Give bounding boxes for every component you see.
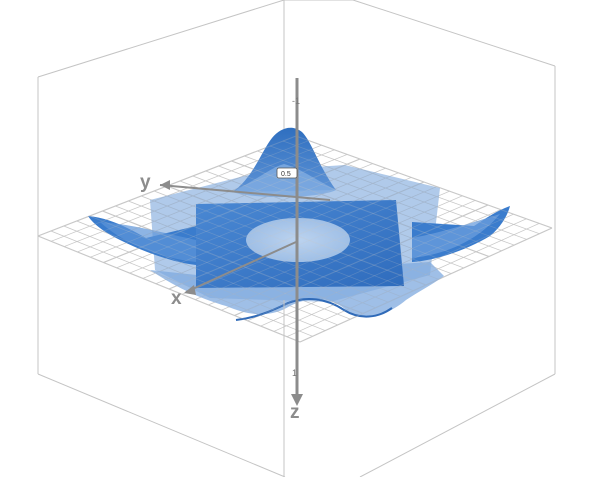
- z-axis-label: z: [290, 402, 300, 423]
- value-badge-text: 0.5: [281, 171, 291, 178]
- grid-overlay-line: [77, 149, 335, 253]
- grid-overlay-line: [208, 195, 463, 306]
- grid-overlay-line: [102, 210, 364, 315]
- grid-overlay-line: [273, 218, 527, 332]
- grid-overlay-line: [282, 140, 540, 235]
- surface-top-peak-skirt: [232, 164, 336, 198]
- grid-overlay-line: [181, 186, 437, 295]
- grid-overlay-line: [286, 223, 540, 338]
- grid-overlay-line: [76, 220, 338, 326]
- grid-overlay-line: [247, 209, 501, 322]
- x-axis: x: [171, 241, 297, 309]
- surface-front-rim-edge: [235, 297, 393, 321]
- z-axis: -1 1 z: [290, 78, 303, 423]
- grid-overlay-line: [116, 163, 373, 269]
- z-tick-bottom: 1: [292, 368, 297, 378]
- grid-overlay-line: [270, 145, 527, 240]
- value-badge: 0.5: [276, 167, 298, 179]
- y-axis: y: [140, 172, 331, 201]
- grid-overlay-line: [234, 204, 489, 317]
- grid-overlay-line: [64, 144, 322, 247]
- grid-overlay-line: [153, 190, 414, 292]
- grid-overlay-line: [129, 167, 386, 274]
- grid-overlay-line: [155, 177, 412, 285]
- grid-overlay-line: [205, 170, 464, 269]
- grid-overlay-line: [142, 172, 399, 279]
- grid-overlay-line: [218, 165, 477, 263]
- grid-overlay-line: [128, 200, 389, 303]
- grid-overlay-line: [103, 158, 361, 264]
- grid-overlay-line: [231, 160, 490, 258]
- bounding-box-back: [37, 0, 556, 147]
- grid-overlay-line: [141, 195, 401, 297]
- grid-overlay-line: [179, 180, 439, 280]
- grid-overlay: [37, 135, 553, 343]
- grid-overlay-line: [63, 225, 326, 331]
- grid-overlay-line: [115, 205, 376, 309]
- grid-overlay-line: [37, 235, 301, 343]
- surface-right-peak-shade: [412, 214, 500, 258]
- surface-left-peak-shade: [100, 222, 196, 262]
- grid-overlay-line: [299, 227, 553, 343]
- grid-overlay-line: [89, 215, 351, 320]
- grid-overlay-line: [260, 213, 514, 327]
- x-axis-label: x: [171, 288, 182, 309]
- bounding-box-front: [37, 66, 556, 477]
- y-axis-label: y: [140, 172, 151, 193]
- z-tick-top: -1: [292, 96, 300, 106]
- grid-overlay-line: [295, 135, 553, 229]
- grid-overlay-line: [195, 190, 450, 300]
- grid-overlay-line: [257, 150, 515, 246]
- grid-overlay-line: [221, 200, 476, 311]
- grid-overlay-line: [90, 154, 348, 258]
- grid-overlay-line: [50, 140, 309, 242]
- grid-line: [295, 135, 553, 229]
- grid-overlay-line: [50, 230, 313, 337]
